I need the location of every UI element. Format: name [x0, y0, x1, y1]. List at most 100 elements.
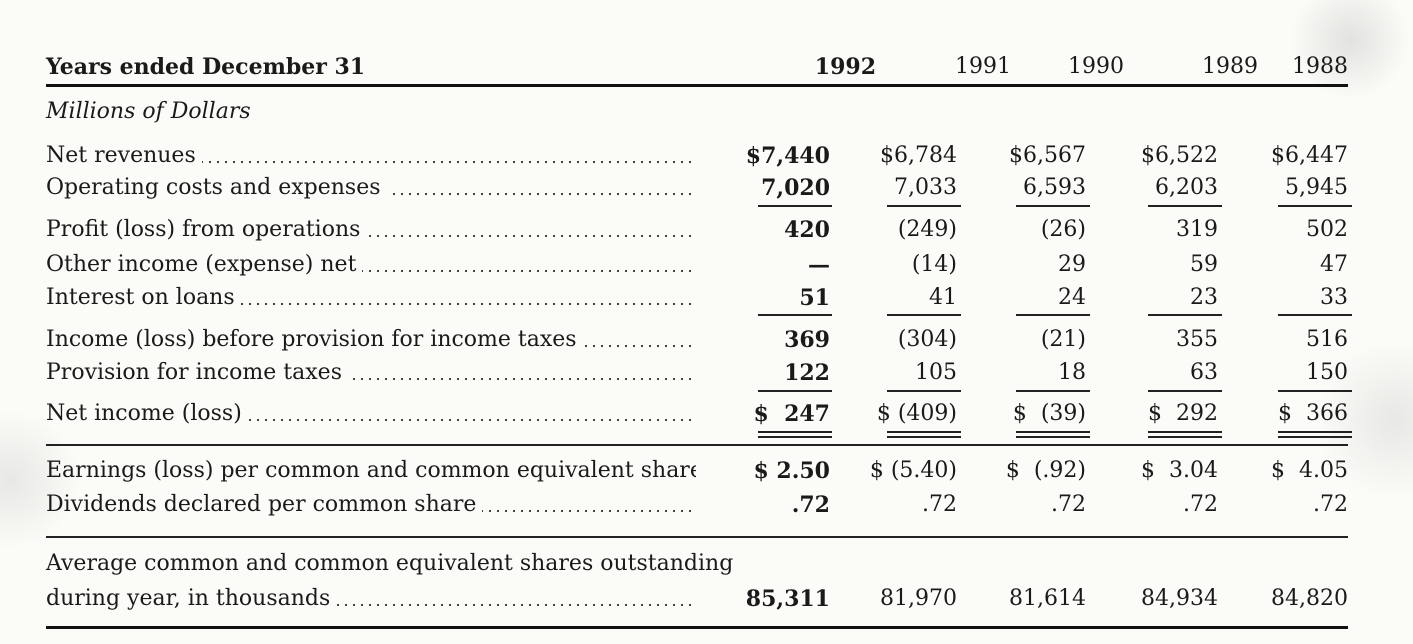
table-bottom-rule: [46, 626, 1348, 629]
value-1992: $ 2.50: [753, 458, 830, 484]
value-1990: 6,593: [1023, 175, 1086, 200]
units-subtitle: Millions of Dollars: [46, 99, 251, 124]
shares-label-line1: Average common and common equivalent sha…: [46, 551, 734, 576]
table-row: Other income (expense) net — (14) 29 59 …: [46, 250, 1348, 280]
value-1989: 319: [1176, 217, 1218, 242]
value-1991: 41: [929, 285, 957, 310]
value-1991: 7,033: [894, 175, 957, 200]
row-label: Net revenues: [46, 141, 696, 171]
subtotal-underline: [1016, 390, 1090, 392]
row-label: during year, in thousands: [46, 584, 696, 614]
subtotal-underline: [887, 314, 961, 316]
table-header: Years ended December 31 1992 1991 1990 1…: [46, 50, 1348, 87]
section-divider: [46, 444, 1348, 446]
value-1988: 502: [1306, 217, 1348, 242]
year-1990-header: 1990: [1068, 54, 1124, 79]
total-double-underline: [1016, 431, 1090, 433]
value-1990: .72: [1051, 492, 1086, 517]
row-label: Operating costs and expenses: [46, 173, 696, 203]
row-label: Income (loss) before provision for incom…: [46, 325, 696, 355]
value-1988: 84,820: [1271, 586, 1348, 611]
total-double-underline: [1016, 436, 1090, 438]
table-row: Profit (loss) from operations 420 (249) …: [46, 215, 1348, 245]
subtotal-underline: [758, 205, 832, 207]
row-label: Provision for income taxes: [46, 358, 696, 388]
value-1992: .72: [791, 492, 830, 518]
value-1988: $6,447: [1271, 143, 1348, 168]
value-1992: 420: [784, 217, 830, 243]
value-1990: 81,614: [1009, 586, 1086, 611]
value-1989: 63: [1190, 360, 1218, 385]
value-1992: —: [808, 252, 830, 278]
value-1990: $ (.92): [1005, 458, 1086, 483]
table-row: Operating costs and expenses 7,020 7,033…: [46, 173, 1348, 203]
subtotal-underline: [1148, 205, 1222, 207]
value-1990: $ (39): [1012, 401, 1086, 426]
table-row: Provision for income taxes 122 105 18 63…: [46, 358, 1348, 388]
value-1992: 51: [799, 285, 830, 311]
subtotal-underline: [887, 390, 961, 392]
value-1989: $ 3.04: [1141, 458, 1218, 483]
subtotal-underline: [758, 314, 832, 316]
subtotal-underline: [1278, 205, 1352, 207]
value-1988: 516: [1306, 327, 1348, 352]
total-double-underline: [887, 431, 961, 433]
total-double-underline: [1148, 431, 1222, 433]
value-1991: .72: [922, 492, 957, 517]
value-1989: 355: [1176, 327, 1218, 352]
value-1992: 7,020: [761, 175, 830, 201]
value-1991: (304): [897, 327, 957, 352]
value-1992: 122: [784, 360, 830, 386]
value-1990: 18: [1058, 360, 1086, 385]
year-1989-header: 1989: [1202, 54, 1258, 79]
value-1991: $ (5.40): [869, 458, 957, 483]
table-row: during year, in thousands 85,311 81,970 …: [46, 584, 1348, 614]
value-1988: 150: [1306, 360, 1348, 385]
value-1991: 81,970: [880, 586, 957, 611]
value-1991: $ (409): [876, 401, 957, 426]
header-label: Years ended December 31: [46, 54, 366, 80]
value-1991: (249): [897, 217, 957, 242]
table-row: Earnings (loss) per common and common eq…: [46, 456, 1348, 486]
value-1990: 24: [1058, 285, 1086, 310]
year-1991-header: 1991: [955, 54, 1011, 79]
value-1989: $6,522: [1141, 143, 1218, 168]
value-1990: 29: [1058, 252, 1086, 277]
total-double-underline: [1278, 431, 1352, 433]
value-1990: $6,567: [1009, 143, 1086, 168]
total-double-underline: [758, 436, 832, 438]
row-label: Earnings (loss) per common and common eq…: [46, 456, 696, 486]
table-row: Dividends declared per common share .72 …: [46, 490, 1348, 520]
table-row: Interest on loans 51 41 24 23 33: [46, 283, 1348, 313]
value-1992: 369: [784, 327, 830, 353]
subtotal-underline: [1148, 390, 1222, 392]
row-label: Interest on loans: [46, 283, 696, 313]
value-1989: 84,934: [1141, 586, 1218, 611]
value-1988: 5,945: [1285, 175, 1348, 200]
section-divider: [46, 536, 1348, 538]
value-1988: .72: [1313, 492, 1348, 517]
table-row: Net income (loss) $ 247 $ (409) $ (39) $…: [46, 399, 1348, 429]
total-double-underline: [1148, 436, 1222, 438]
value-1992: $ 247: [753, 401, 830, 427]
value-1988: 33: [1320, 285, 1348, 310]
subtotal-underline: [1016, 205, 1090, 207]
table-row: Income (loss) before provision for incom…: [46, 325, 1348, 355]
subtotal-underline: [758, 390, 832, 392]
value-1989: $ 292: [1148, 401, 1218, 426]
value-1989: 23: [1190, 285, 1218, 310]
value-1988: $ 4.05: [1271, 458, 1348, 483]
subtotal-underline: [1148, 314, 1222, 316]
row-label: Profit (loss) from operations: [46, 215, 696, 245]
total-double-underline: [1278, 436, 1352, 438]
value-1989: .72: [1183, 492, 1218, 517]
value-1988: $ 366: [1278, 401, 1348, 426]
subtotal-underline: [887, 205, 961, 207]
subtotal-underline: [1278, 314, 1352, 316]
year-1988-header: 1988: [1292, 54, 1348, 79]
year-1992-header: 1992: [814, 54, 876, 80]
value-1991: $6,784: [880, 143, 957, 168]
row-label: Net income (loss): [46, 399, 696, 429]
